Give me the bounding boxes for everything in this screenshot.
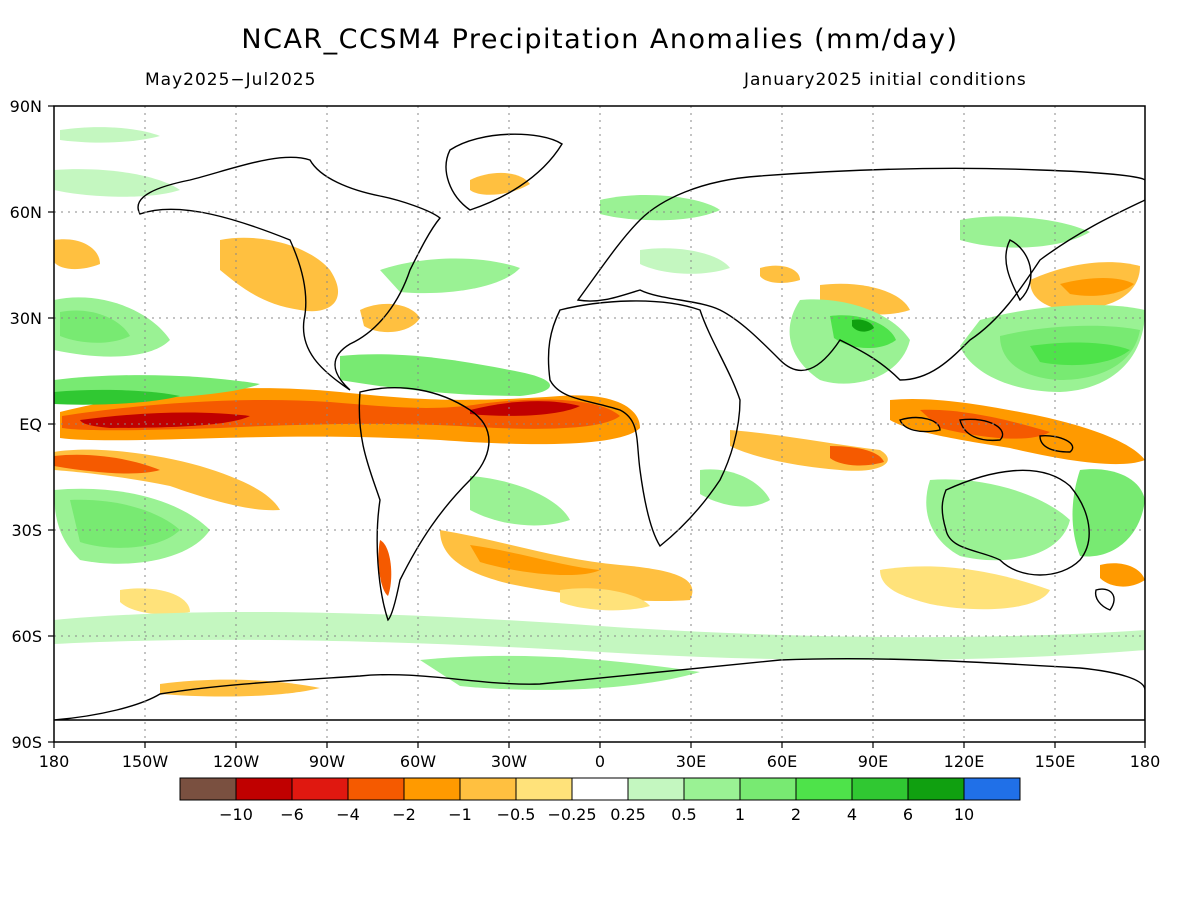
colorbar-label: −1: [448, 805, 472, 824]
colorbar-label: −4: [336, 805, 360, 824]
lat-label-30s: 30S: [11, 521, 42, 540]
initial-conditions: January2025 initial conditions: [744, 70, 1027, 90]
lon-label-30w: 30W: [491, 752, 527, 771]
lat-label-60s: 60S: [11, 627, 42, 646]
lat-label-eq: EQ: [19, 415, 42, 434]
colorbar-label: 6: [903, 805, 913, 824]
lon-label-180e: 180: [1130, 752, 1161, 771]
lon-label-120e: 120E: [944, 752, 985, 771]
colorbar-swatch: [347, 777, 405, 801]
colorbar-label: −0.5: [497, 805, 536, 824]
lat-label-60n: 60N: [10, 203, 42, 222]
longitude-labels: 180 150W 120W 90W 60W 30W 0 30E 60E 90E …: [39, 752, 1161, 771]
colorbar-label: 0.5: [671, 805, 696, 824]
colorbar: −10 −6 −4 −2 −1 −0.5 −0.25 0.25 0.5 1 2 4 6 10: [179, 777, 1021, 824]
lon-label-150w: 150W: [122, 752, 169, 771]
anomaly-fields: [54, 127, 1145, 697]
latitude-labels: 90N 60N 30N EQ 30S 60S 90S: [10, 97, 42, 752]
lon-label-90e: 90E: [858, 752, 888, 771]
colorbar-swatch: [683, 777, 741, 801]
colorbar-swatch: [907, 777, 965, 801]
chart-title: NCAR_CCSM4 Precipitation Anomalies (mm/d…: [241, 24, 959, 55]
colorbar-label: 4: [847, 805, 857, 824]
tick-marks: [48, 105, 1146, 748]
colorbar-label: −6: [280, 805, 304, 824]
colorbar-label: 1: [735, 805, 745, 824]
lon-label-180w: 180: [39, 752, 70, 771]
gridlines: [54, 106, 1145, 742]
lon-label-90w: 90W: [309, 752, 345, 771]
colorbar-swatch: [627, 777, 685, 801]
lat-label-90n: 90N: [10, 97, 42, 116]
dry-anomalies: [54, 172, 1145, 697]
colorbar-swatch: [795, 777, 853, 801]
colorbar-label: 10: [954, 805, 974, 824]
colorbar-label: 2: [791, 805, 801, 824]
colorbar-swatch: [459, 777, 517, 801]
forecast-period: May2025−Jul2025: [145, 70, 317, 90]
colorbar-swatch: [179, 777, 237, 801]
colorbar-swatch: [235, 777, 293, 801]
colorbar-label: −10: [219, 805, 253, 824]
colorbar-swatch: [739, 777, 797, 801]
colorbar-swatch: [851, 777, 909, 801]
colorbar-label: 0.25: [610, 805, 646, 824]
colorbar-swatch: [403, 777, 461, 801]
colorbar-swatch: [963, 777, 1021, 801]
colorbar-swatch: [571, 777, 629, 801]
lon-label-60e: 60E: [767, 752, 797, 771]
lat-label-90s: 90S: [11, 733, 42, 752]
lon-label-120w: 120W: [213, 752, 260, 771]
colorbar-label: −0.25: [547, 805, 596, 824]
lon-label-150e: 150E: [1035, 752, 1076, 771]
lon-label-0: 0: [595, 752, 605, 771]
lon-label-30e: 30E: [676, 752, 706, 771]
lon-label-60w: 60W: [400, 752, 436, 771]
colorbar-swatch: [291, 777, 349, 801]
lat-label-30n: 30N: [10, 309, 42, 328]
colorbar-swatch: [515, 777, 573, 801]
colorbar-label: −2: [392, 805, 416, 824]
